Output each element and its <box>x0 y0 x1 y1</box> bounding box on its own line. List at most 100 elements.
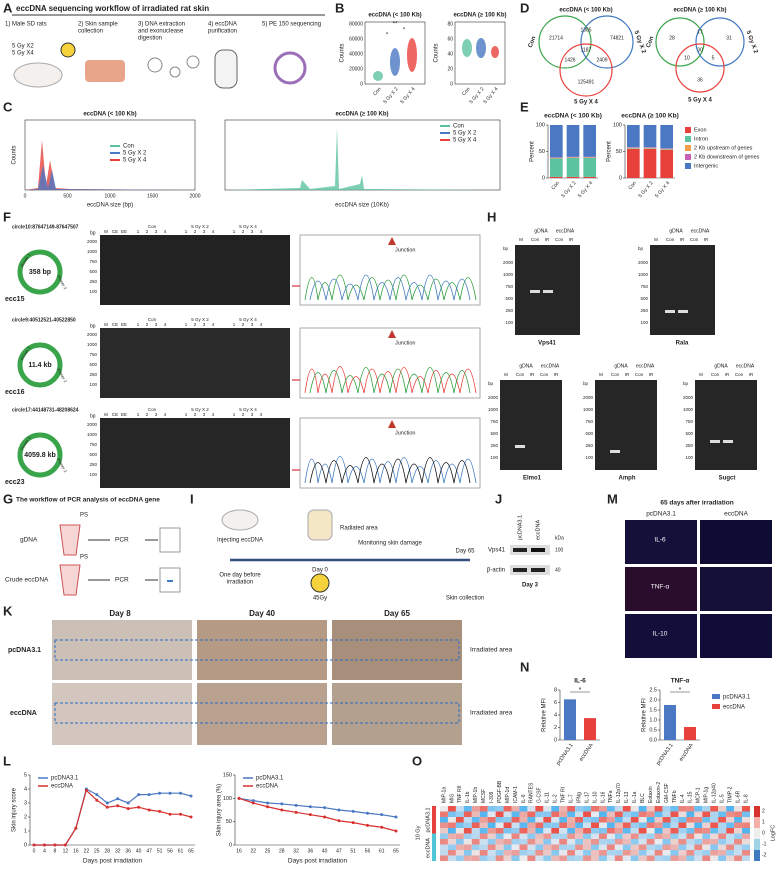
heatmap-cell <box>503 806 512 812</box>
bar-segment <box>643 148 657 178</box>
heatmap-cell <box>726 844 735 850</box>
label: 0 <box>762 830 765 836</box>
label: eccDNA (≥ 100 Kb) <box>453 13 506 19</box>
heatmap-cell <box>718 855 727 861</box>
label: Irradiated area <box>470 647 513 654</box>
x-tick-label: 32 <box>293 848 299 854</box>
label: 1000 <box>87 342 98 347</box>
gel <box>100 234 481 489</box>
heatmap-cell <box>479 839 488 845</box>
heatmap-cell <box>670 850 679 856</box>
heatmap-cell <box>734 850 743 856</box>
heatmap-cell <box>455 822 464 828</box>
heatmap-cell <box>495 839 504 845</box>
legend-label: 5 Gy X 4 <box>123 158 147 164</box>
panel-letter: G <box>3 491 13 506</box>
blot-band <box>513 568 527 572</box>
legend-swatch <box>712 704 720 709</box>
label: IL-12p70 <box>616 783 622 803</box>
heatmap-cell <box>447 839 456 845</box>
heatmap-cell <box>646 855 655 861</box>
heatmap-cell <box>527 850 536 856</box>
point <box>266 805 270 809</box>
label: IL-12p40 <box>712 783 718 803</box>
heatmap-cell <box>503 839 512 845</box>
label: 358 bp <box>29 269 51 276</box>
label: MCP-1 <box>696 787 702 803</box>
x-tick-label: 25 <box>94 848 100 854</box>
heatmap-cell <box>519 850 528 856</box>
label: TNFa <box>608 790 614 803</box>
heatmap-cell <box>487 817 496 823</box>
heatmap-cell <box>622 817 631 823</box>
heatmap-cell <box>734 828 743 834</box>
label: Eotaxin-2 <box>656 782 662 803</box>
bar-segment <box>583 125 596 157</box>
y-tick-label: 3 <box>24 800 27 806</box>
point <box>137 793 141 797</box>
heatmap-cell <box>654 855 663 861</box>
label: 2 <box>762 808 765 814</box>
panel-letter: F <box>3 209 11 224</box>
heatmap-cell <box>447 833 456 839</box>
x-tick-label: 5 Gy X 4 <box>577 180 594 199</box>
heatmap-cell <box>622 822 631 828</box>
legend-swatch <box>685 136 691 142</box>
label: 1000 <box>488 407 499 412</box>
heatmap-cell <box>678 817 687 823</box>
label: eccDNA <box>736 363 755 369</box>
heatmap-cell <box>535 850 544 856</box>
y-tick-label: 100 <box>613 122 622 128</box>
y-tick-label: 50 <box>539 149 545 155</box>
heatmap-cell <box>678 828 687 834</box>
point <box>32 843 36 847</box>
heatmap-cell <box>718 822 727 828</box>
label: 4 <box>212 322 215 327</box>
heatmap-cell <box>495 806 504 812</box>
y-tick-label: 50 <box>616 149 622 155</box>
heatmap-cell <box>606 806 615 812</box>
heatmap-cell <box>487 828 496 834</box>
heatmap-cell <box>575 850 584 856</box>
y-tick-label: 1 <box>24 828 27 834</box>
heatmap-cell <box>734 839 743 845</box>
label: 100 <box>89 289 97 294</box>
heatmap-cell <box>471 833 480 839</box>
label: PS <box>80 555 88 561</box>
point <box>126 801 130 805</box>
heatmap-cell <box>503 822 512 828</box>
heatmap-cell <box>662 839 671 845</box>
point <box>380 825 384 829</box>
x-tick-label: 56 <box>167 848 173 854</box>
heatmap-cell <box>670 806 679 812</box>
label: M <box>104 412 108 417</box>
y-tick-label: 50 <box>226 819 232 825</box>
heatmap-cell <box>543 828 552 834</box>
label: 1) Male SD rats <box>5 22 47 28</box>
heatmap-cell <box>559 806 568 812</box>
label: eccDNA (< 100 Kb) <box>368 13 421 19</box>
heatmap-cell <box>718 811 727 817</box>
label: 1 <box>137 229 140 234</box>
heatmap-cell <box>543 839 552 845</box>
group-bar <box>432 806 436 834</box>
label: 65 days after irradiation <box>660 500 733 507</box>
heatmap-cell <box>630 806 639 812</box>
violin <box>390 48 400 76</box>
x-tick-label: 56 <box>365 848 371 854</box>
label: 100 <box>89 382 97 387</box>
x-tick-label: 65 <box>393 848 399 854</box>
label: 1000 <box>638 272 649 277</box>
point <box>105 801 109 805</box>
heatmap-cell <box>551 839 560 845</box>
label: gDNA <box>20 537 38 544</box>
label: IL-5 <box>720 794 726 803</box>
bar-segment <box>660 125 673 149</box>
y-tick-label: 4 <box>24 786 27 792</box>
label: 4 <box>260 412 263 417</box>
heatmap-cell <box>646 833 655 839</box>
heatmap-cell <box>511 844 520 850</box>
y-tick-label: 2.5 <box>649 687 657 693</box>
label: LogFC <box>770 825 776 842</box>
heatmap-cell <box>710 839 719 845</box>
